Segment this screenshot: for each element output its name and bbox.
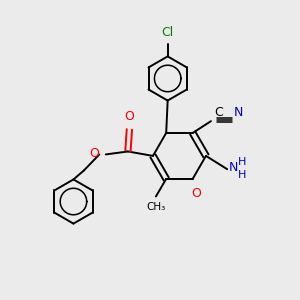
Text: C: C: [214, 106, 223, 119]
Text: H: H: [238, 170, 246, 180]
Text: O: O: [191, 187, 201, 200]
Text: CH₃: CH₃: [146, 202, 166, 212]
Text: N: N: [234, 106, 243, 119]
Text: O: O: [89, 147, 99, 160]
Text: O: O: [124, 110, 134, 124]
Text: Cl: Cl: [161, 26, 174, 39]
Text: N: N: [229, 161, 238, 174]
Text: H: H: [238, 157, 246, 167]
